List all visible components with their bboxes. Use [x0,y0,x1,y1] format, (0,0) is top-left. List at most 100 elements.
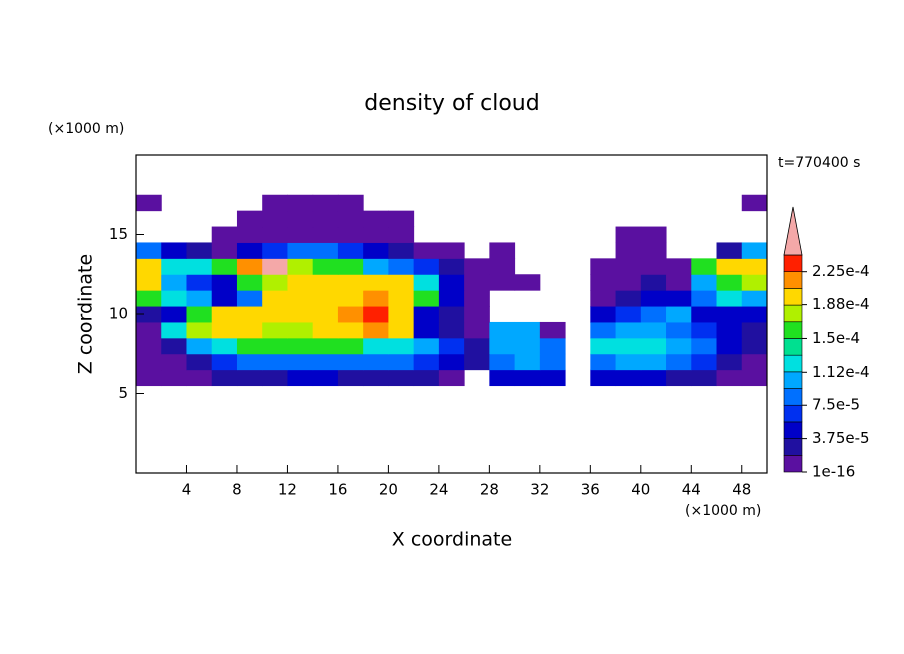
cell [640,290,667,307]
cell [716,258,743,275]
x-tick-label: 4 [182,481,192,499]
cell [514,337,541,355]
cell [236,369,263,387]
cell [337,242,364,259]
x-tick-label: 16 [328,481,347,499]
cell [136,242,162,259]
colorbar-label: 1.88e-4 [812,295,870,313]
y-tick-label: 5 [118,384,128,402]
cell [615,369,642,387]
cell [287,258,314,275]
cell [388,337,415,355]
cell [363,274,389,291]
cell [287,353,314,371]
cell [287,321,314,339]
cell [666,337,692,355]
cell [287,369,314,387]
cell [691,337,718,355]
cell [489,337,516,355]
cell [716,369,743,387]
cell [489,353,516,371]
cell [287,210,314,228]
cell [337,337,364,355]
cell [136,290,162,307]
cell [640,306,667,323]
cell [262,242,288,259]
cell [312,194,339,212]
cell [615,353,642,371]
cell [388,242,415,259]
cell [211,242,238,259]
cell [161,353,187,371]
cell [312,226,339,243]
cell [136,321,162,339]
cell [489,369,516,387]
cell [262,274,288,291]
cell [161,274,187,291]
cell [514,321,541,339]
cell [136,194,162,212]
cell [136,369,162,387]
cell [666,321,692,339]
cell [186,353,213,371]
cell [337,258,364,275]
cell [337,226,364,243]
cell [388,210,415,228]
cell [161,290,187,307]
colorbar-label: 2.25e-4 [812,262,870,280]
colorbar-label: 1e-16 [812,463,855,481]
cell [716,337,743,355]
cell [413,353,440,371]
y-tick-label: 10 [109,305,128,323]
cell [716,321,743,339]
cell [312,210,339,228]
cell [236,321,263,339]
cell [136,353,162,371]
cell [716,290,743,307]
cell [413,369,440,387]
chart-title: density of cloud [364,91,539,116]
cell [312,290,339,307]
cell [438,258,465,275]
cell [312,321,339,339]
cell [186,321,213,339]
cell [489,321,516,339]
cell [388,258,415,275]
cell [363,369,389,387]
cell [741,337,768,355]
cell [186,274,213,291]
cell [363,337,389,355]
cell [716,306,743,323]
x-tick-label: 28 [480,481,499,499]
cell [211,369,238,387]
cell [211,306,238,323]
cell [438,242,465,259]
cell [388,369,415,387]
cell [363,226,389,243]
cell [640,321,667,339]
cell [287,274,314,291]
cell [136,337,162,355]
cell [262,321,288,339]
x-tick-label: 32 [530,481,549,499]
colorbar-band [783,455,803,473]
y-unit: (×1000 m) [48,121,124,137]
colorbar-band [783,438,803,456]
cell [236,210,263,228]
cell [337,194,364,212]
cell [464,321,490,339]
x-tick-label: 20 [379,481,398,499]
cell [438,274,465,291]
cell [615,258,642,275]
x-tick-label: 24 [429,481,448,499]
cell [186,258,213,275]
cell [716,274,743,291]
cell [615,274,642,291]
cell [363,258,389,275]
cell [337,369,364,387]
colorbar-band [783,404,803,423]
colorbar-band [783,271,803,289]
cell [363,353,389,371]
